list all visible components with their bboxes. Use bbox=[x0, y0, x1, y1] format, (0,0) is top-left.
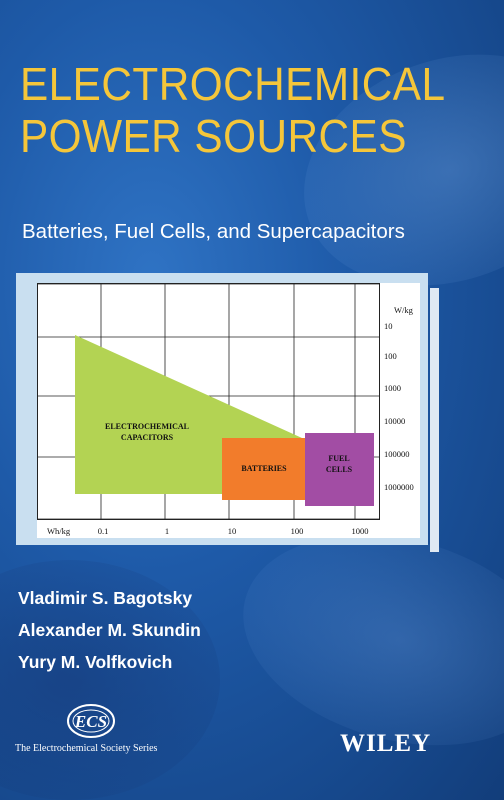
figure-shadow bbox=[430, 288, 439, 552]
fuel-cells-label: CELLS bbox=[326, 465, 353, 474]
publisher-logo: WILEY bbox=[340, 730, 432, 757]
ragone-plot-svg: ELECTROCHEMICAL CAPACITORS BATTERIES FUEL CE… bbox=[37, 283, 414, 536]
plot-border bbox=[37, 283, 380, 520]
author-name: Vladimir S. Bagotsky bbox=[18, 588, 193, 608]
y-tick-label: 100000 bbox=[384, 449, 410, 459]
y-tick-label: 10000 bbox=[384, 416, 405, 426]
fuel-cells-region bbox=[305, 433, 374, 506]
title-line-2: POWER SOURCES bbox=[20, 110, 407, 162]
author-name: Yury M. Volfkovich bbox=[18, 652, 173, 672]
y-tick-label: 10 bbox=[384, 321, 393, 331]
x-axis-unit: Wh/kg bbox=[47, 526, 71, 536]
title-line-1: ELECTROCHEMICAL bbox=[20, 58, 446, 110]
y-axis-unit: W/kg bbox=[394, 305, 414, 315]
x-tick-label: 10 bbox=[228, 526, 237, 536]
ragone-chart: ELECTROCHEMICAL CAPACITORS BATTERIES FUEL CE… bbox=[37, 283, 420, 538]
x-tick-label: 1 bbox=[165, 526, 169, 536]
fuel-cells-label: FUEL bbox=[328, 454, 349, 463]
author-list: Vladimir S. Bagotsky Alexander M. Skundi… bbox=[18, 588, 201, 684]
batteries-label: BATTERIES bbox=[241, 464, 287, 473]
ecs-logo-text: ECS bbox=[74, 712, 107, 731]
capacitors-label: ELECTROCHEMICAL bbox=[105, 422, 189, 431]
book-subtitle: Batteries, Fuel Cells, and Supercapacito… bbox=[22, 220, 405, 243]
x-tick-label: 0.1 bbox=[98, 526, 109, 536]
capacitors-region bbox=[75, 335, 302, 494]
batteries-region bbox=[222, 438, 306, 500]
ecs-logo: ECS bbox=[67, 704, 115, 738]
y-tick-label: 1000000 bbox=[384, 482, 414, 492]
x-tick-label: 1000 bbox=[352, 526, 369, 536]
book-title: ELECTROCHEMICAL POWER SOURCES bbox=[20, 58, 445, 162]
y-tick-label: 100 bbox=[384, 351, 397, 361]
capacitors-label: CAPACITORS bbox=[121, 433, 174, 442]
series-name: The Electrochemical Society Series bbox=[15, 743, 158, 754]
y-tick-label: 1000 bbox=[384, 383, 401, 393]
author-name: Alexander M. Skundin bbox=[18, 620, 201, 640]
x-tick-label: 100 bbox=[291, 526, 304, 536]
